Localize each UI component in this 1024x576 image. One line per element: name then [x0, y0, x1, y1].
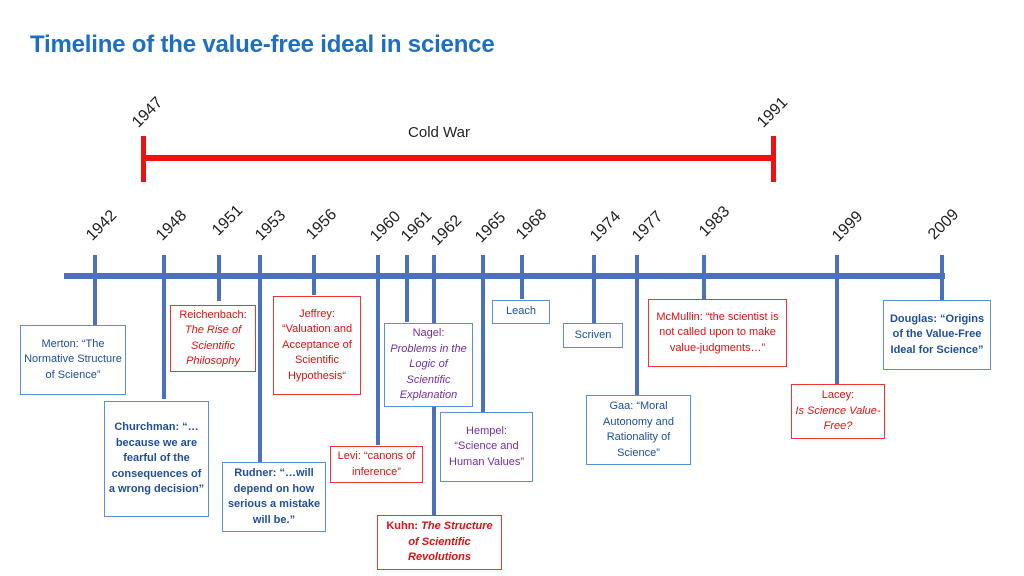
event-merton: Merton: “The Normative Structure of Scie…	[20, 325, 126, 395]
tick-1961	[405, 255, 409, 322]
year-label: 2009	[925, 206, 963, 244]
event-levi: Levi: “canons of inference”	[330, 446, 423, 483]
event-leach: Leach	[492, 300, 550, 324]
tick-1951	[217, 255, 221, 301]
event-jeffrey: Jeffrey: “Valuation and Acceptance of Sc…	[273, 296, 361, 395]
tick-2009	[940, 255, 944, 300]
event-kuhn: Kuhn: The Structure of Scientific Revolu…	[377, 515, 502, 570]
event-scriven: Scriven	[563, 323, 623, 348]
tick-1960	[376, 255, 380, 445]
year-label: 1983	[696, 203, 734, 241]
tick-1983	[702, 255, 706, 299]
event-mcmullin: McMullin: “the scientist is not called u…	[648, 299, 787, 367]
tick-1953	[258, 255, 262, 463]
event-lacey: Lacey: Is Science Value-Free?	[791, 384, 885, 439]
timeline-axis	[64, 273, 945, 279]
tick-1942	[93, 255, 97, 327]
event-douglas: Douglas: “Origins of the Value-Free Idea…	[883, 300, 991, 370]
tick-1977	[635, 255, 639, 395]
tick-1968	[520, 255, 524, 299]
year-label: 1951	[209, 202, 247, 240]
year-label: 1974	[587, 208, 625, 246]
year-label: 1956	[303, 206, 341, 244]
cold-war-end-year: 1991	[754, 94, 792, 132]
year-label: 1999	[829, 208, 867, 246]
event-reichenbach: Reichenbach: The Rise of Scientific Phil…	[170, 305, 256, 372]
event-churchman: Churchman: “…because we are fearful of t…	[104, 401, 209, 517]
year-label: 1948	[153, 207, 191, 245]
tick-1974	[592, 255, 596, 323]
cold-war-start-year: 1947	[129, 94, 167, 132]
event-nagel: Nagel: Problems in the Logic of Scientif…	[384, 323, 473, 407]
tick-1948	[162, 255, 166, 399]
event-rudner: Rudner: “…will depend on how serious a m…	[222, 462, 326, 532]
event-gaa: Gaa: “Moral Autonomy and Rationality of …	[586, 395, 691, 465]
tick-1999	[835, 255, 839, 384]
tick-1956	[312, 255, 316, 295]
year-label: 1953	[252, 207, 290, 245]
cold-war-start-cap	[141, 136, 146, 182]
cold-war-bar	[143, 155, 775, 161]
cold-war-label: Cold War	[408, 124, 470, 141]
year-label: 1942	[83, 207, 121, 245]
cold-war-end-cap	[771, 136, 776, 182]
year-label: 1968	[513, 206, 551, 244]
tick-1965	[481, 255, 485, 412]
event-hempel: Hempel: “Science and Human Values”	[440, 412, 533, 482]
year-label: 1965	[472, 209, 510, 247]
page-title: Timeline of the value-free ideal in scie…	[30, 31, 495, 58]
year-label: 1977	[629, 208, 667, 246]
